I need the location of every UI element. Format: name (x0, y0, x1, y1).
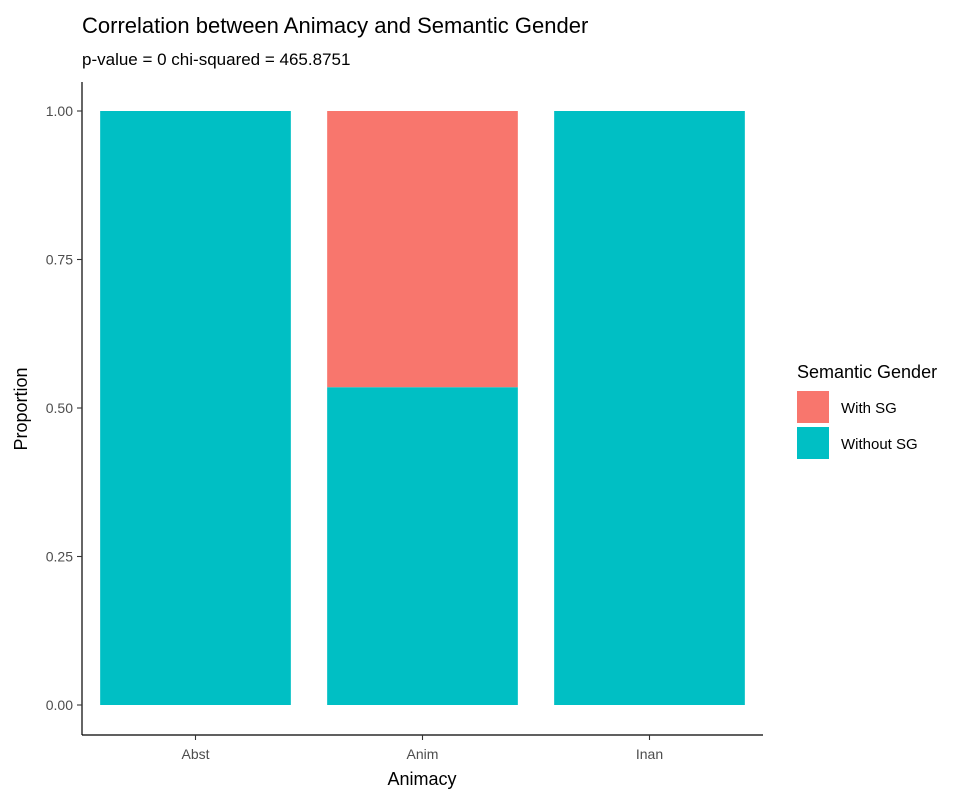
legend-title: Semantic Gender (797, 362, 937, 382)
y-axis-title: Proportion (11, 367, 31, 450)
x-ticks-group: Abst Anim Inan (181, 735, 663, 762)
chart-subtitle: p-value = 0 chi-squared = 465.8751 (82, 50, 350, 69)
chart-title: Correlation between Animacy and Semantic… (82, 13, 588, 38)
x-tick-label: Anim (407, 746, 439, 762)
y-tick-label: 0.50 (46, 400, 73, 416)
y-tick-label: 0.00 (46, 697, 73, 713)
x-axis-title: Animacy (387, 769, 456, 789)
y-tick-label: 1.00 (46, 103, 73, 119)
y-tick-label: 0.25 (46, 549, 73, 565)
legend-items-group: With SG Without SG (797, 391, 918, 459)
legend-key-with-sg (797, 391, 829, 423)
x-tick-label: Abst (181, 746, 209, 762)
y-ticks-group: 0.00 0.25 0.50 0.75 1.00 (46, 103, 82, 713)
bar-inan-without-sg (554, 111, 745, 705)
bars-group (100, 111, 745, 705)
bar-anim-with-sg (327, 111, 518, 388)
x-tick-label: Inan (636, 746, 663, 762)
legend-key-without-sg (797, 427, 829, 459)
legend-label: With SG (841, 400, 897, 417)
bar-abst-without-sg (100, 111, 291, 705)
legend-label: Without SG (841, 436, 918, 453)
bar-anim-without-sg (327, 387, 518, 705)
y-tick-label: 0.75 (46, 252, 73, 268)
